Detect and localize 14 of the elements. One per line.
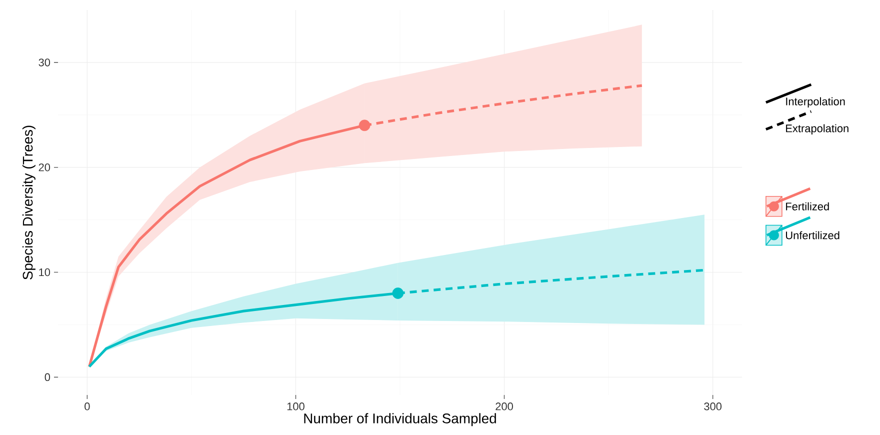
x-tick-label: 100	[287, 402, 304, 410]
x-axis-title: Number of Individuals Sampled	[304, 413, 496, 426]
legend-label: Fertilized	[786, 202, 829, 210]
legend-label: Unfertilized	[786, 231, 840, 240]
text: Extrapolation	[786, 124, 848, 134]
y-tick-label: 20	[38, 163, 50, 172]
x-tick-label: 0	[84, 402, 90, 410]
y-tick-label: 10	[39, 268, 50, 276]
x-tick-label: 300	[704, 402, 722, 410]
y-tick-label: 30	[38, 58, 50, 66]
text: Interpolation	[786, 97, 845, 108]
y-tick-label: 0	[44, 373, 50, 382]
y-axis-title: Species Diversity (Trees)	[22, 126, 36, 280]
x-tick-label: 200	[496, 402, 513, 410]
